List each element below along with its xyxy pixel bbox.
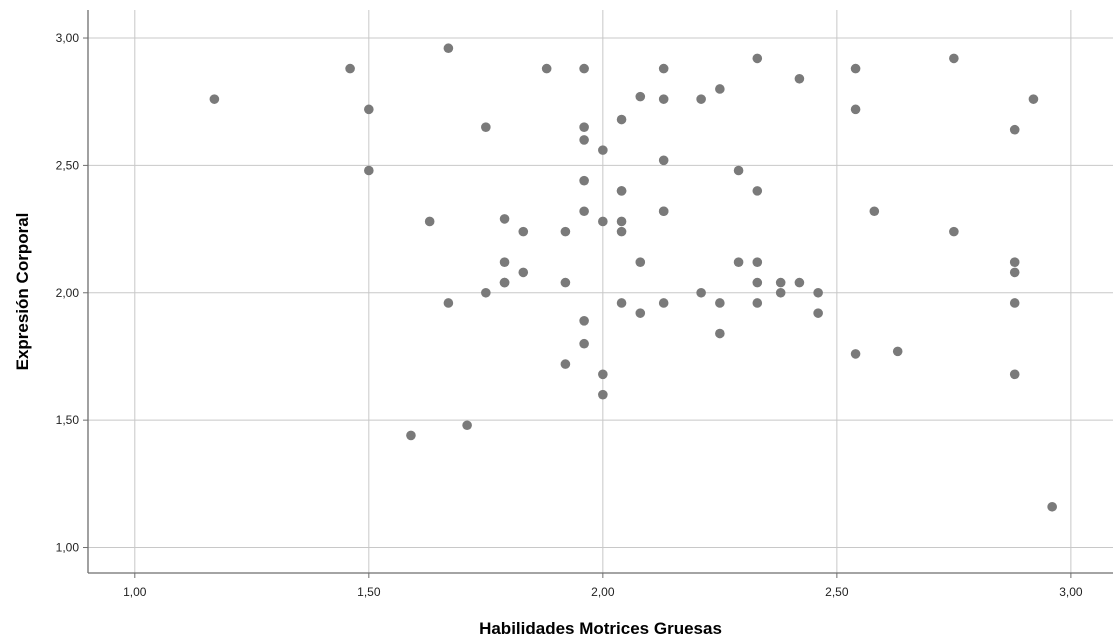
data-point [850, 349, 861, 359]
x-tick-label: 1,50 [357, 585, 381, 599]
data-point [1009, 267, 1020, 278]
x-tick-label: 2,50 [825, 585, 849, 599]
data-point [518, 226, 529, 237]
data-point [850, 63, 861, 74]
data-point [406, 430, 416, 441]
data-point [733, 165, 744, 176]
data-point [579, 338, 589, 349]
data-point [598, 216, 608, 227]
data-point [658, 155, 669, 166]
data-point [635, 308, 646, 318]
x-gridlines [134, 10, 1072, 573]
data-point [1009, 257, 1020, 268]
data-point [579, 63, 589, 74]
data-point [775, 287, 786, 298]
x-tick-label: 3,00 [1059, 585, 1083, 599]
data-point [658, 298, 669, 308]
data-point [579, 135, 589, 145]
y-tick-label: 1,00 [56, 541, 80, 555]
data-point [715, 328, 725, 339]
data-point [443, 43, 454, 54]
data-point [752, 186, 763, 196]
data-point [499, 257, 510, 268]
data-point [1009, 298, 1020, 308]
data-point [598, 369, 608, 380]
data-point [499, 277, 510, 288]
data-point [1047, 501, 1057, 512]
data-point [579, 175, 589, 186]
data-point [658, 94, 669, 104]
data-point [752, 257, 763, 268]
data-point [579, 206, 589, 217]
data-point [696, 287, 706, 298]
data-point [598, 389, 608, 400]
y-tick-label: 1,50 [56, 413, 80, 427]
data-point [345, 63, 355, 74]
data-point [209, 94, 220, 104]
data-point [715, 298, 725, 308]
data-point [696, 94, 706, 104]
y-tick-label: 2,00 [56, 286, 80, 300]
data-point [541, 63, 552, 74]
data-point [752, 298, 763, 308]
data-point [616, 114, 627, 125]
data-point [616, 226, 627, 237]
data-point [775, 277, 786, 288]
data-point [616, 186, 627, 196]
data-point [364, 165, 374, 176]
x-tick-label: 2,00 [591, 585, 615, 599]
data-point [579, 122, 589, 132]
data-point [635, 257, 646, 268]
x-axis-title: Habilidades Motrices Gruesas [479, 619, 722, 638]
data-point [518, 267, 529, 278]
data-point [850, 104, 861, 115]
data-point [869, 206, 880, 217]
data-point [1009, 369, 1020, 380]
y-tick-label: 3,00 [56, 31, 80, 45]
data-point [481, 287, 491, 298]
x-axis-ticks: 1,00 1,50 2,00 2,50 3,00 [123, 573, 1083, 599]
data-point [598, 145, 608, 155]
data-point [794, 73, 805, 84]
data-points [209, 43, 1057, 512]
data-point [813, 287, 823, 298]
data-point [424, 216, 435, 227]
data-point [752, 53, 763, 64]
y-tick-label: 2,50 [56, 158, 80, 172]
data-point [560, 277, 571, 288]
data-point [949, 53, 959, 64]
data-point [1009, 124, 1020, 135]
data-point [560, 226, 571, 237]
data-point [715, 84, 725, 94]
y-gridlines [88, 37, 1113, 549]
data-point [462, 420, 472, 431]
y-axis-ticks: 1,00 1,50 2,00 2,50 3,00 [56, 31, 88, 555]
data-point [794, 277, 805, 288]
data-point [892, 346, 903, 357]
data-point [658, 206, 669, 217]
data-point [616, 298, 627, 308]
data-point [752, 277, 763, 288]
data-point [733, 257, 744, 268]
data-point [579, 315, 589, 326]
data-point [560, 359, 571, 369]
data-point [443, 298, 454, 308]
data-point [949, 226, 959, 237]
data-point [813, 308, 823, 318]
data-point [635, 91, 646, 102]
data-point [481, 122, 491, 132]
data-point [1028, 94, 1039, 104]
data-point [658, 63, 669, 74]
data-point [364, 104, 374, 115]
data-point [499, 214, 510, 224]
y-axis-title: Expresión Corporal [13, 213, 32, 371]
data-point [616, 216, 627, 227]
x-tick-label: 1,00 [123, 585, 147, 599]
